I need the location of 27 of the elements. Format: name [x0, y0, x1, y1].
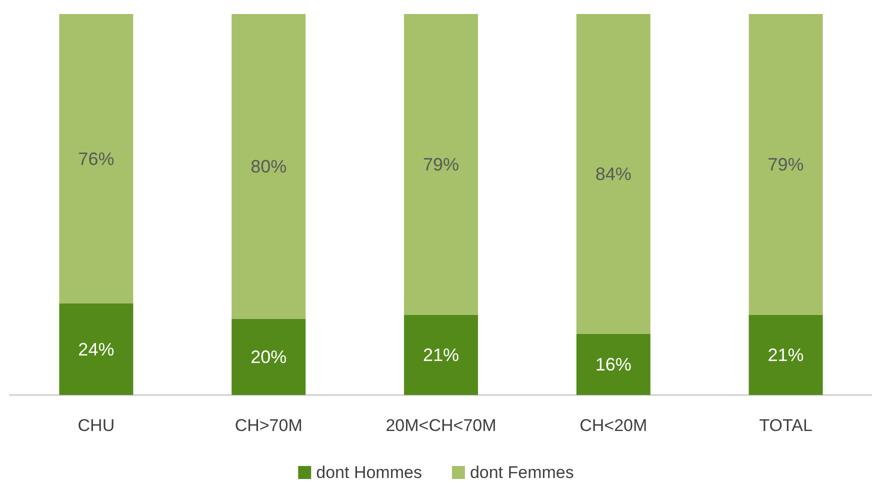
bar: [748, 14, 823, 315]
data-label: 16%: [595, 354, 632, 375]
x-tick-label: 20M<CH<70M: [386, 416, 496, 435]
bar: [404, 14, 478, 315]
x-tick-label: CH>70M: [234, 416, 302, 435]
bar: [748, 314, 823, 395]
data-label: 79%: [768, 154, 804, 174]
data-label: 21%: [768, 344, 804, 365]
data-label: 84%: [595, 164, 632, 184]
data-label: 20%: [250, 346, 287, 367]
x-tick-label: TOTAL: [759, 416, 812, 435]
data-label: 24%: [78, 339, 114, 360]
legend-label: dont Hommes: [316, 463, 422, 482]
bar: [59, 304, 134, 395]
bar: [59, 14, 134, 304]
x-tick-label: CH<20M: [580, 416, 648, 435]
bar: [232, 14, 306, 319]
data-label: 80%: [250, 156, 287, 176]
bar: [576, 14, 650, 334]
data-label: 21%: [422, 344, 460, 365]
bar: [232, 318, 306, 395]
bar: [576, 334, 650, 395]
data-label: 79%: [422, 154, 460, 174]
legend-label: dont Femmes: [470, 463, 574, 482]
data-label: 76%: [78, 148, 114, 169]
x-tick-label: CHU: [78, 416, 115, 435]
bar: [404, 314, 478, 395]
